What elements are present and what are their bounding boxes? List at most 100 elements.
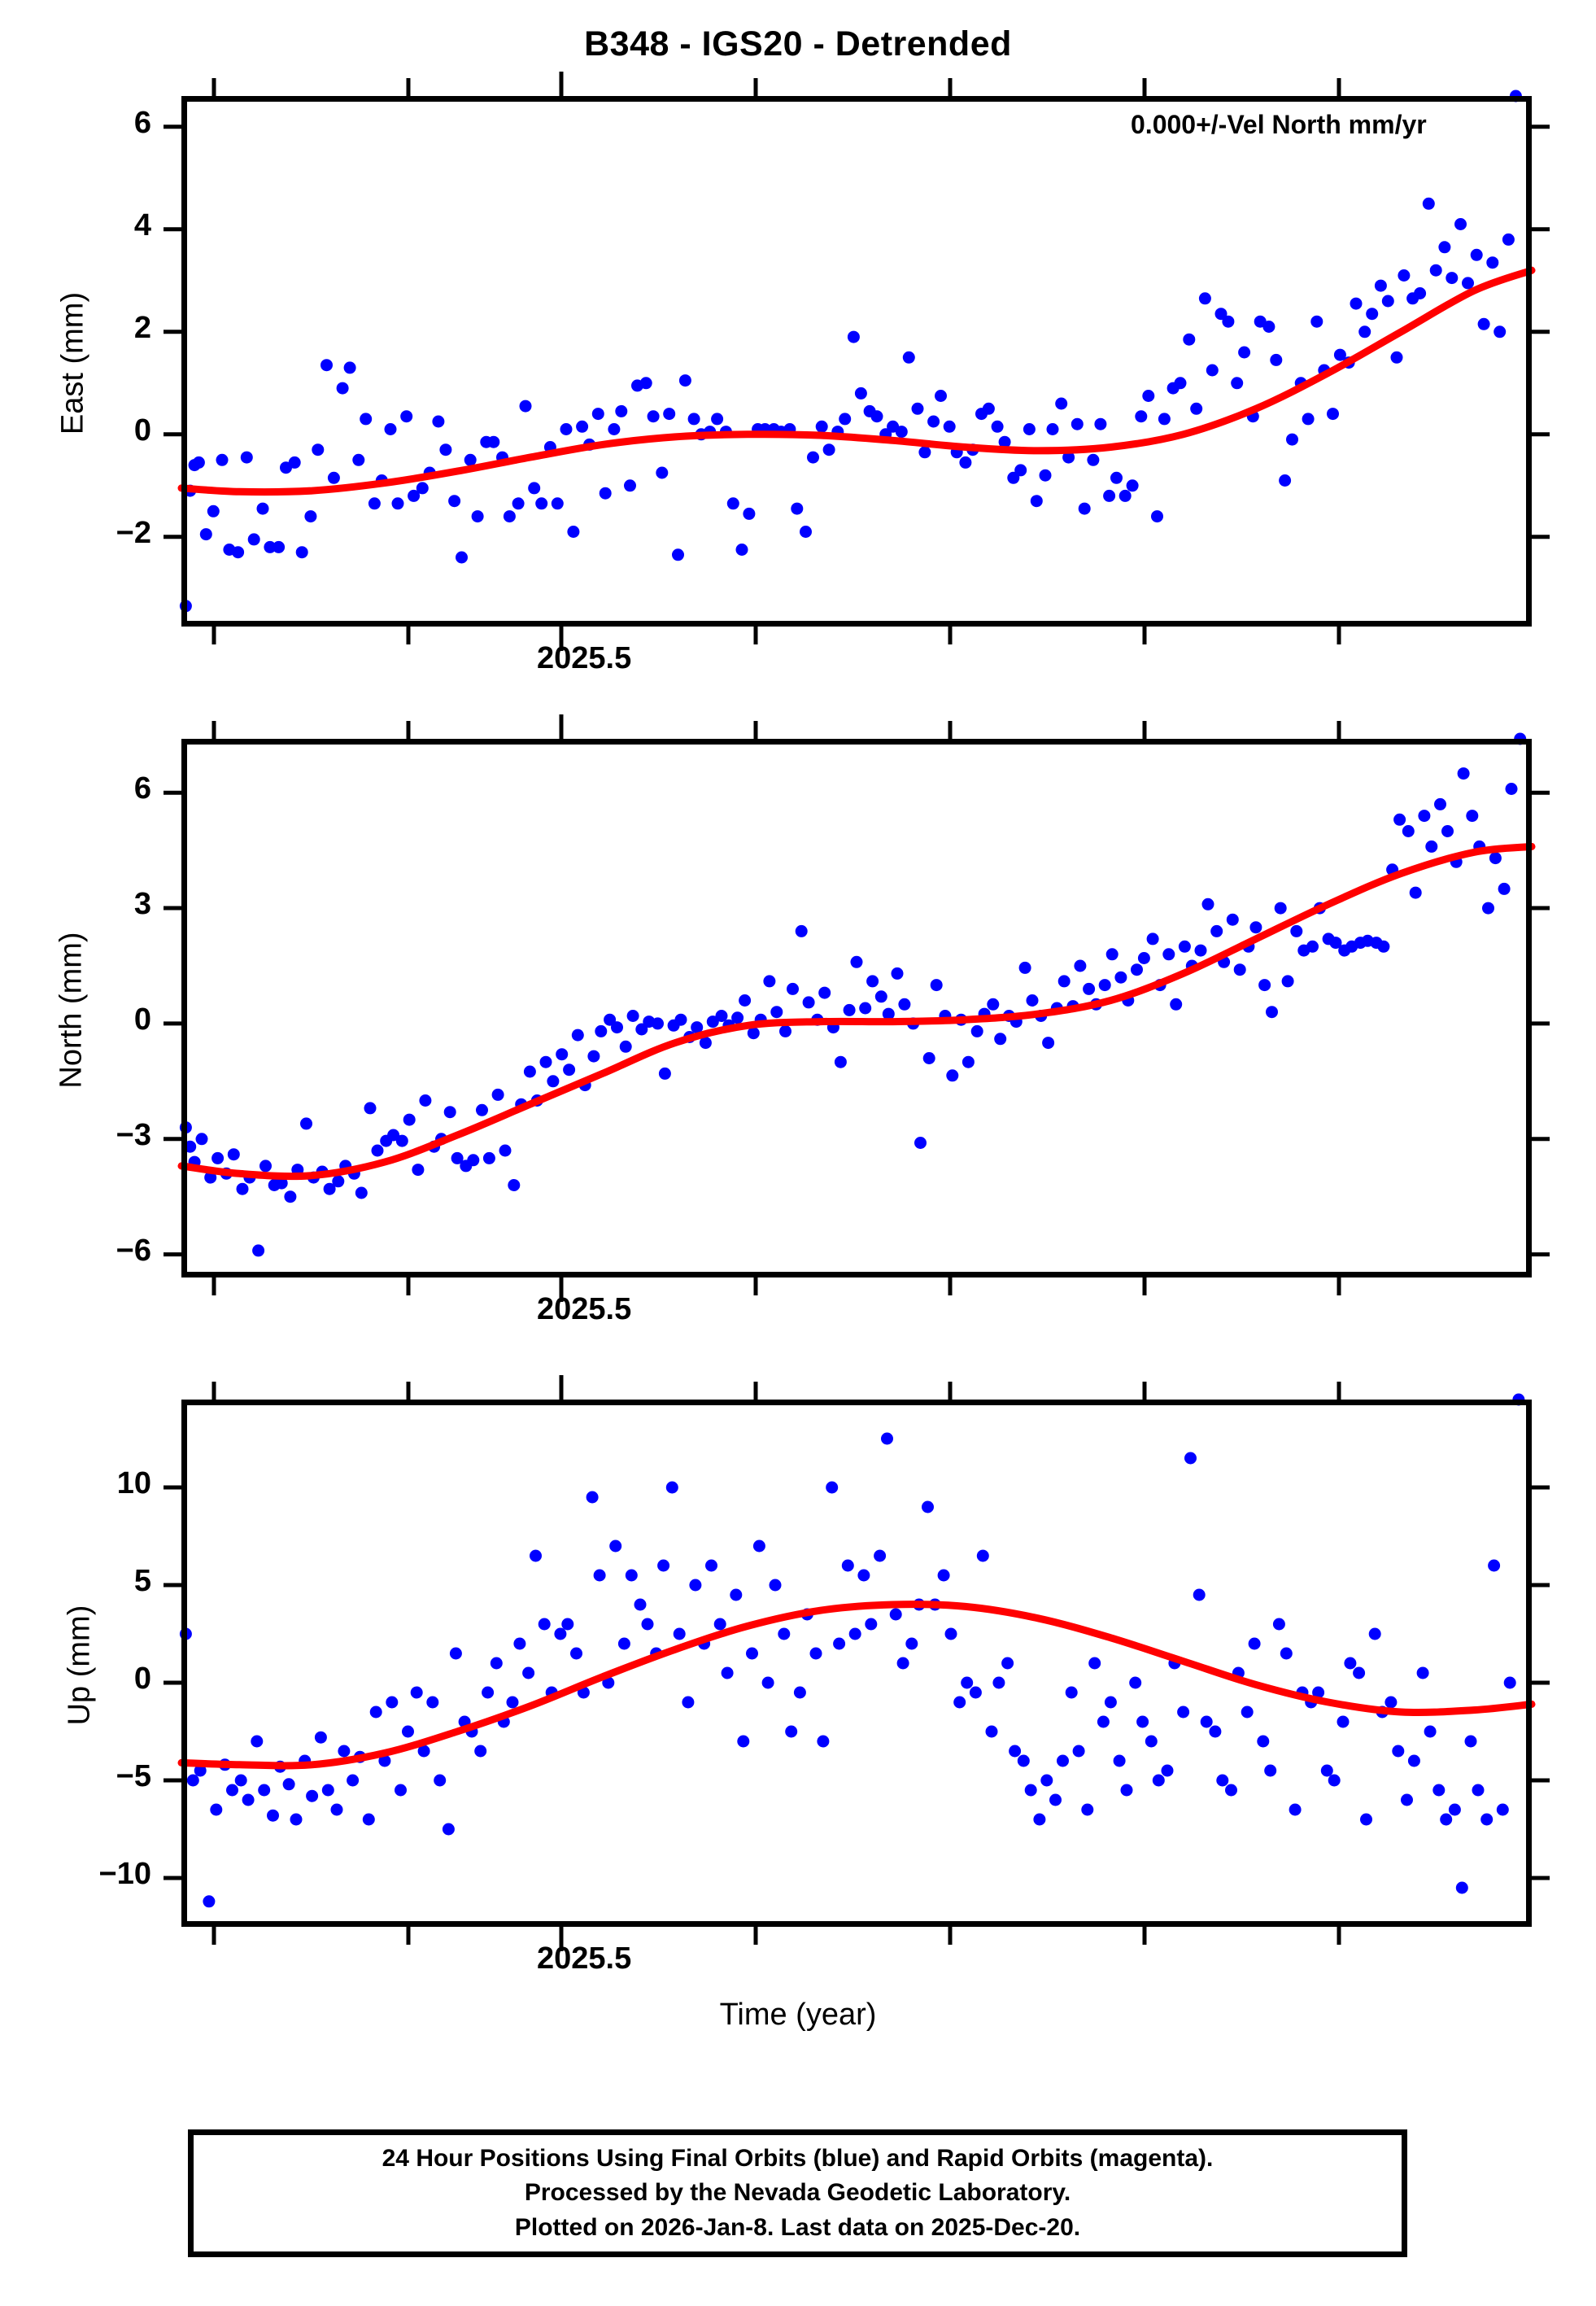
- data-point: [911, 402, 924, 415]
- data-point: [408, 489, 421, 502]
- data-point: [889, 1608, 902, 1621]
- data-point: [634, 1598, 647, 1611]
- data-point: [739, 994, 752, 1007]
- data-point: [1216, 1774, 1229, 1787]
- data-point: [847, 330, 860, 343]
- data-point: [922, 1052, 935, 1064]
- data-point: [657, 1559, 670, 1572]
- data-point: [323, 1182, 336, 1195]
- data-point: [321, 359, 333, 372]
- data-point: [439, 443, 452, 456]
- data-point: [1145, 1735, 1158, 1748]
- data-point: [490, 1657, 503, 1670]
- data-point: [994, 1033, 1007, 1046]
- data-point: [834, 1055, 847, 1068]
- data-point: [611, 1021, 623, 1034]
- data-point: [761, 1676, 774, 1689]
- data-point: [998, 435, 1011, 448]
- data-point: [371, 1144, 384, 1157]
- up-plot-area: [164, 1375, 1550, 1951]
- data-point: [599, 487, 612, 500]
- data-point: [800, 526, 812, 538]
- data-point: [1158, 413, 1171, 426]
- data-point: [705, 1559, 717, 1572]
- up-x-tick-label: 2025.5: [537, 1941, 632, 1976]
- data-point: [234, 1774, 247, 1787]
- data-point: [195, 1133, 208, 1146]
- data-point: [1017, 1754, 1030, 1767]
- up-y-tick-label: 5: [133, 1564, 151, 1598]
- data-point: [378, 1754, 391, 1767]
- data-point: [1488, 1559, 1501, 1572]
- data-point: [902, 351, 915, 364]
- data-point: [713, 1618, 726, 1631]
- data-point: [969, 1686, 982, 1699]
- data-point: [918, 446, 931, 459]
- data-point: [927, 415, 940, 428]
- data-point: [211, 1151, 225, 1164]
- data-point: [652, 1017, 664, 1030]
- north-trend-line: [177, 842, 1536, 1181]
- data-point: [1350, 297, 1363, 310]
- data-point: [817, 1735, 830, 1748]
- data-point: [522, 1666, 535, 1679]
- data-point: [1257, 1735, 1270, 1748]
- data-point: [1248, 1637, 1261, 1650]
- data-point: [1018, 961, 1031, 974]
- data-point: [476, 1103, 488, 1116]
- data-point: [1200, 1715, 1213, 1728]
- data-point: [591, 408, 604, 421]
- data-point: [1137, 952, 1150, 964]
- up-y-tick-label: −10: [98, 1857, 151, 1891]
- data-point: [1113, 1754, 1126, 1767]
- data-point: [1344, 1657, 1357, 1670]
- data-point: [508, 1179, 521, 1191]
- data-point: [747, 1027, 760, 1040]
- data-point: [395, 1134, 408, 1147]
- data-point: [1183, 333, 1196, 346]
- data-point: [992, 1676, 1005, 1689]
- data-point: [449, 1647, 462, 1660]
- data-point: [937, 1569, 950, 1582]
- data-point: [1135, 410, 1148, 423]
- data-point: [321, 1784, 334, 1797]
- data-point: [1454, 218, 1467, 230]
- east-plot-area: [164, 72, 1550, 651]
- data-point: [1258, 979, 1271, 992]
- data-point: [787, 982, 799, 995]
- data-point: [203, 1895, 216, 1908]
- data-point: [793, 1686, 806, 1699]
- data-point: [570, 1647, 582, 1660]
- data-point: [242, 1793, 255, 1806]
- footer-line-3: Plotted on 2026-Jan-8. Last data on 2025…: [514, 2213, 1081, 2241]
- data-point: [802, 996, 815, 1009]
- data-point: [595, 1024, 608, 1037]
- data-point: [1402, 825, 1415, 837]
- data-point: [275, 1177, 288, 1190]
- data-point: [1131, 963, 1143, 976]
- data-point: [1231, 377, 1244, 390]
- data-point: [192, 456, 205, 469]
- data-point: [1233, 963, 1246, 976]
- up-y-tick-label: 10: [116, 1466, 151, 1500]
- data-point: [730, 1588, 743, 1601]
- data-point: [959, 456, 972, 469]
- data-point: [1279, 474, 1292, 487]
- data-point: [282, 1778, 295, 1791]
- data-point: [1434, 797, 1446, 810]
- data-point: [795, 924, 808, 937]
- up-data-points: [179, 1393, 1525, 1908]
- data-point: [1498, 882, 1511, 895]
- data-point: [1193, 1588, 1206, 1601]
- data-point: [953, 1696, 966, 1709]
- data-point: [539, 1055, 552, 1068]
- data-point: [506, 1696, 519, 1709]
- data-point: [330, 1803, 343, 1816]
- data-point: [778, 1627, 791, 1640]
- data-point: [251, 1735, 264, 1748]
- data-point: [935, 390, 947, 402]
- data-point: [841, 1559, 854, 1572]
- data-point: [1425, 840, 1438, 853]
- data-point: [726, 497, 739, 510]
